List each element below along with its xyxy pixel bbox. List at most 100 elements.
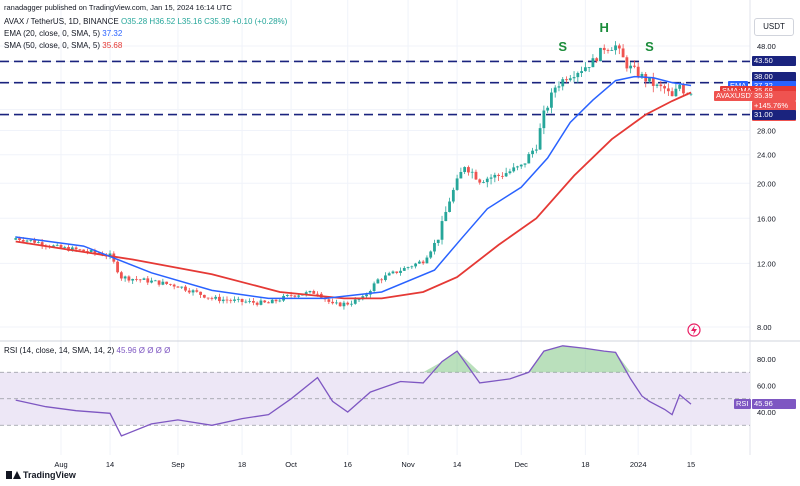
candle [534,144,538,154]
candle [463,166,467,175]
symbol-legend: AVAX / TetherUS, 1D, BINANCE O35.28 H36.… [4,17,287,27]
candle [674,82,678,97]
candle [172,283,176,290]
candle [406,266,410,270]
candle [467,165,470,176]
candle [267,301,270,304]
time-tick-label: 18 [238,460,246,469]
candle [512,163,516,173]
change-axis-value: +145.76% [752,100,796,111]
candle [357,298,361,302]
candle [504,167,508,178]
candle [610,47,614,51]
pair-axis-tag: AVAXUSDT [714,90,758,101]
candle [659,81,663,92]
candle [576,71,580,84]
tradingview-brand: TradingView [23,470,76,480]
candle [561,77,565,91]
candle [135,275,138,282]
candle [169,283,172,286]
candle [180,286,184,290]
candle [617,43,621,55]
candle [621,44,625,58]
candle [142,277,146,281]
rsi-extra: Ø Ø Ø Ø [138,346,171,355]
candle [131,278,135,284]
candle [251,297,255,306]
candle [606,48,610,54]
ema-legend[interactable]: EMA (20, close, 0, SMA, 5) 37.32 [4,29,122,39]
rsi-label: RSI (14, close, 14, SMA, 14, 2) [4,346,115,355]
candle [119,270,123,281]
candle [206,297,210,301]
rsi-overbought-fill [15,345,691,373]
time-tick-label: Nov [401,460,415,469]
candle [663,84,666,94]
candle [331,298,335,305]
price-tick-label: 16.00 [757,214,776,223]
candle [595,57,599,63]
candle [440,215,444,245]
sma50-line[interactable] [15,91,692,300]
price-tick-label: 24.00 [757,151,776,160]
pattern-label-s: S [558,39,567,54]
tradingview-footer[interactable]: TradingView [6,470,76,480]
candle [670,87,674,97]
lightning-icon[interactable] [687,323,701,337]
rsi-tick-label: 40.00 [757,408,776,417]
candle [78,248,82,251]
pattern-label-s: S [645,39,654,54]
candle [138,279,142,283]
candle [625,55,629,72]
symbol-title: AVAX / TetherUS, 1D, BINANCE [4,17,119,26]
rsi-tick-label: 80.00 [757,355,776,364]
ohlc-values: O35.28 H36.52 L35.16 C35.39 +0.10 (+0.28… [120,17,288,26]
candle [527,152,531,164]
rsi-line[interactable] [15,345,692,437]
candle [199,291,202,298]
candle [395,271,399,275]
candle [123,275,127,282]
candle [312,289,316,294]
candle [36,240,40,244]
price-tick-label: 48.00 [757,42,776,51]
candle [342,300,346,310]
time-tick-label: 18 [581,460,589,469]
sma-legend[interactable]: SMA (50, close, 0, SMA, 5) 35.68 [4,41,122,51]
candle [248,298,252,304]
candle [425,255,429,264]
candle [150,277,153,284]
ema-value: 37.32 [102,29,123,38]
candle [165,281,169,285]
candle [157,280,161,287]
candle [482,180,485,184]
candle [557,81,561,92]
candle [583,62,587,72]
candle [244,299,248,304]
ema20-line[interactable] [15,75,692,300]
candle [346,301,350,306]
candle [82,249,86,252]
candle [327,298,331,305]
candle [191,289,195,296]
rsi-legend[interactable]: RSI (14, close, 14, SMA, 14, 2) 45.96 Ø … [4,346,170,355]
candle [421,259,425,265]
candle [210,296,214,301]
time-tick-label: Sep [171,460,184,469]
candle [538,123,542,151]
candle [444,206,448,222]
candle [550,88,553,114]
candle [451,187,455,204]
level-label-43: 43.50 [752,56,796,67]
candle [636,62,640,79]
candle [508,168,512,175]
time-tick-label: 16 [344,460,352,469]
currency-button[interactable]: USDT [754,18,794,36]
candle [402,266,406,272]
candle [202,294,206,299]
price-tick-label: 28.00 [757,127,776,136]
price-tick-label: 20.00 [757,179,776,188]
candle [350,300,353,307]
candle [478,178,482,185]
